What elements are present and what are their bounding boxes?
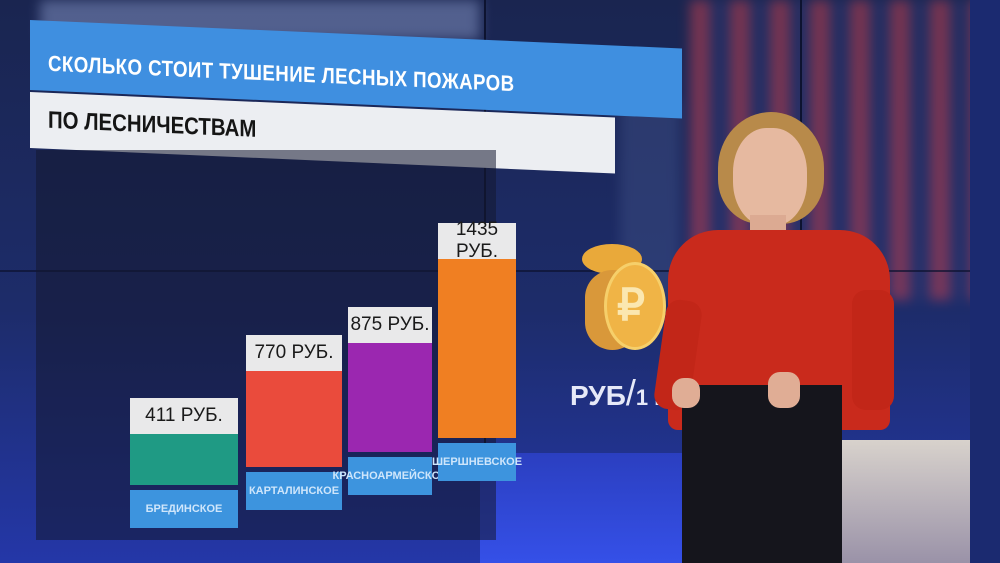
bar-value-label: 875 РУБ. <box>348 306 432 343</box>
bar-value-label: 411 РУБ. <box>130 397 238 434</box>
bar-fill <box>438 258 516 438</box>
bar-1: 411 РУБ. БРЕДИНСКОЕ <box>130 0 238 563</box>
bar-value-label: 770 РУБ. <box>246 334 342 371</box>
bar-fill <box>246 370 342 467</box>
bar-fill <box>130 433 238 485</box>
bar-4: 1435 РУБ. ШЕРШНЕВСКОЕ <box>432 0 522 563</box>
bar-3: 875 РУБ. КРАСНОАРМЕЙСКОЕ <box>332 0 448 563</box>
unit-currency: РУБ <box>570 380 626 411</box>
category-label: БРЕДИНСКОЕ <box>130 490 238 528</box>
category-label: ШЕРШНЕВСКОЕ <box>432 443 522 481</box>
bar-value-label: 1435 РУБ. <box>438 219 516 262</box>
bar-fill <box>348 342 432 452</box>
category-label: КАРТАЛИНСКОЕ <box>246 472 342 510</box>
category-label: КРАСНОАРМЕЙСКОЕ <box>332 457 448 495</box>
bar-2: 770 РУБ. КАРТАЛИНСКОЕ <box>246 0 342 563</box>
